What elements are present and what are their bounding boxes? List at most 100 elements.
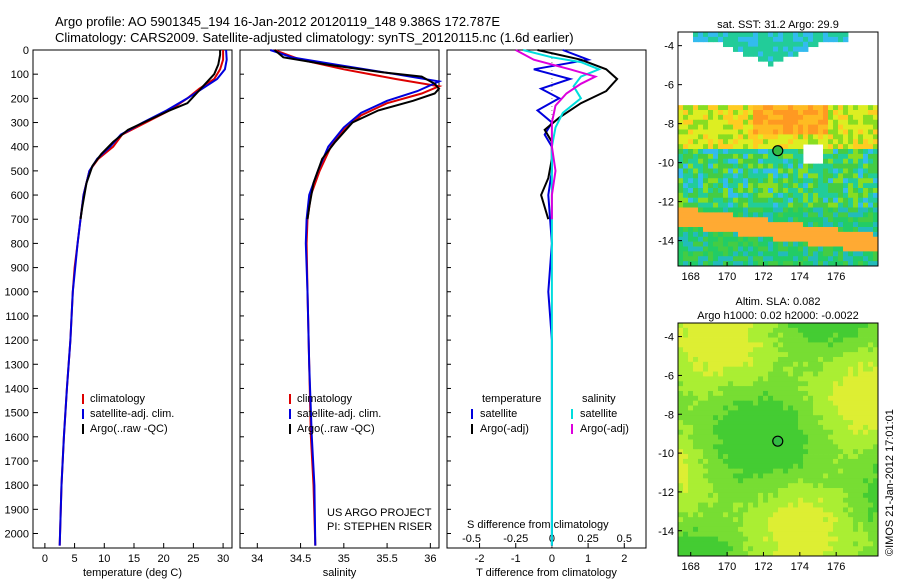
sst-map-cell — [843, 202, 849, 208]
sla-map-cell — [793, 468, 799, 474]
sla-map-cell — [763, 342, 769, 348]
sla-map-cell — [833, 332, 839, 338]
sla-map-cell — [773, 395, 779, 402]
sst-map-cell — [863, 231, 869, 238]
sla-map-cell — [773, 454, 779, 460]
sst-map-cell — [693, 36, 699, 43]
sst-map-cell — [713, 114, 719, 121]
sst-map-cell — [683, 212, 689, 218]
sst-map-cell — [758, 222, 764, 228]
sla-map-cell — [693, 386, 699, 392]
sla-map-cell — [738, 376, 744, 382]
sst-map-cell — [798, 119, 804, 126]
sst-map-cell — [743, 124, 749, 130]
sla-map-cell — [798, 483, 804, 489]
sst-map-cell — [828, 134, 834, 140]
sst-map-cell — [838, 124, 844, 130]
sla-map-cell — [753, 551, 759, 557]
sla-map-cell — [773, 347, 779, 353]
sst-map-cell — [683, 231, 689, 238]
sla-map-cell — [678, 405, 684, 411]
sst-map-cell — [703, 236, 709, 243]
sst-map-cell — [703, 158, 709, 165]
difference-x-tick-label: -1 — [511, 553, 521, 565]
sla-map-cell — [853, 395, 859, 402]
sla-map-cell — [803, 531, 809, 537]
sst-map-cell — [693, 241, 699, 247]
sst-map-cell — [793, 212, 799, 218]
sla-map-cell — [728, 492, 734, 499]
sla-map-cell — [788, 507, 794, 513]
sla-map-cell — [718, 531, 724, 537]
sla-map-cell — [718, 415, 724, 421]
sla-map-cell — [833, 468, 839, 474]
sst-map-cell — [718, 236, 724, 243]
sst-map-cell — [773, 41, 779, 48]
sla-map-cell — [713, 400, 719, 406]
sla-map-cell — [738, 381, 744, 387]
sla-map-cell — [868, 337, 874, 343]
sst-map-cell — [703, 251, 709, 257]
sla-map-cell — [713, 434, 719, 440]
sst-map-cell — [813, 202, 819, 208]
sla-map-cell — [758, 439, 764, 445]
sst-map-cell — [808, 241, 814, 247]
sla-map-cell — [763, 395, 769, 402]
sst-map-cell — [798, 134, 804, 140]
sla-map-cell — [693, 551, 699, 557]
sla-map-cell — [753, 454, 759, 460]
sla-map-cell — [738, 483, 744, 489]
sla-map-cell — [838, 342, 844, 348]
sst-map-cell — [713, 119, 719, 126]
sst-map-cell — [753, 114, 759, 121]
sla-map-cell — [743, 434, 749, 440]
sla-map-cell — [758, 415, 764, 421]
sst-map-cell — [813, 227, 819, 233]
sla-map-cell — [728, 410, 734, 416]
sst-map-cell — [873, 236, 879, 243]
sla-map-cell — [793, 463, 799, 470]
sla-map-cell — [708, 492, 714, 499]
sla-map-cell — [683, 497, 689, 503]
sla-map-cell — [843, 551, 849, 557]
sst-map-cell — [863, 129, 869, 135]
sla-map-cell — [788, 473, 794, 479]
sst-map-cell — [863, 217, 869, 223]
sla-map-cell — [818, 386, 824, 392]
sst-map-cell — [693, 114, 699, 121]
sst-map-cell — [703, 188, 709, 194]
sst-map-cell — [718, 188, 724, 194]
sst-map-cell — [858, 144, 864, 150]
sla-map-cell — [788, 332, 794, 338]
sla-map-cell — [868, 502, 874, 508]
sla-map-cell — [693, 522, 699, 528]
depth-tick-label: 400 — [11, 142, 29, 154]
sla-map-cell — [813, 342, 819, 348]
sla-map-cell — [848, 429, 854, 436]
sst-map-cell — [793, 134, 799, 140]
sla-map-cell — [713, 526, 719, 533]
sst-map-cell — [863, 168, 869, 174]
sla-map-cell — [768, 429, 774, 436]
sla-map-cell — [828, 323, 834, 329]
sla-map-cell — [703, 512, 709, 518]
sst-map-cell — [743, 246, 749, 252]
sst-map-cell — [768, 231, 774, 238]
sla-map-cell — [793, 478, 799, 484]
sla-map-cell — [688, 522, 694, 528]
sla-map-cell — [753, 327, 759, 334]
sla-map-cell — [713, 507, 719, 513]
sla-map-cell — [828, 386, 834, 392]
sla-map-cell — [713, 337, 719, 343]
sst-map-cell — [823, 222, 829, 228]
sst-map-cell — [768, 134, 774, 140]
sla-map-cell — [828, 410, 834, 416]
sla-map-cell — [833, 434, 839, 440]
sst-map-cell — [683, 246, 689, 252]
sst-map-cell — [743, 114, 749, 121]
sla-map-cell — [678, 434, 684, 440]
sla-map-cell — [823, 337, 829, 343]
sla-map-cell — [738, 420, 744, 426]
sla-map-cell — [718, 337, 724, 343]
sla-map-cell — [858, 337, 864, 343]
